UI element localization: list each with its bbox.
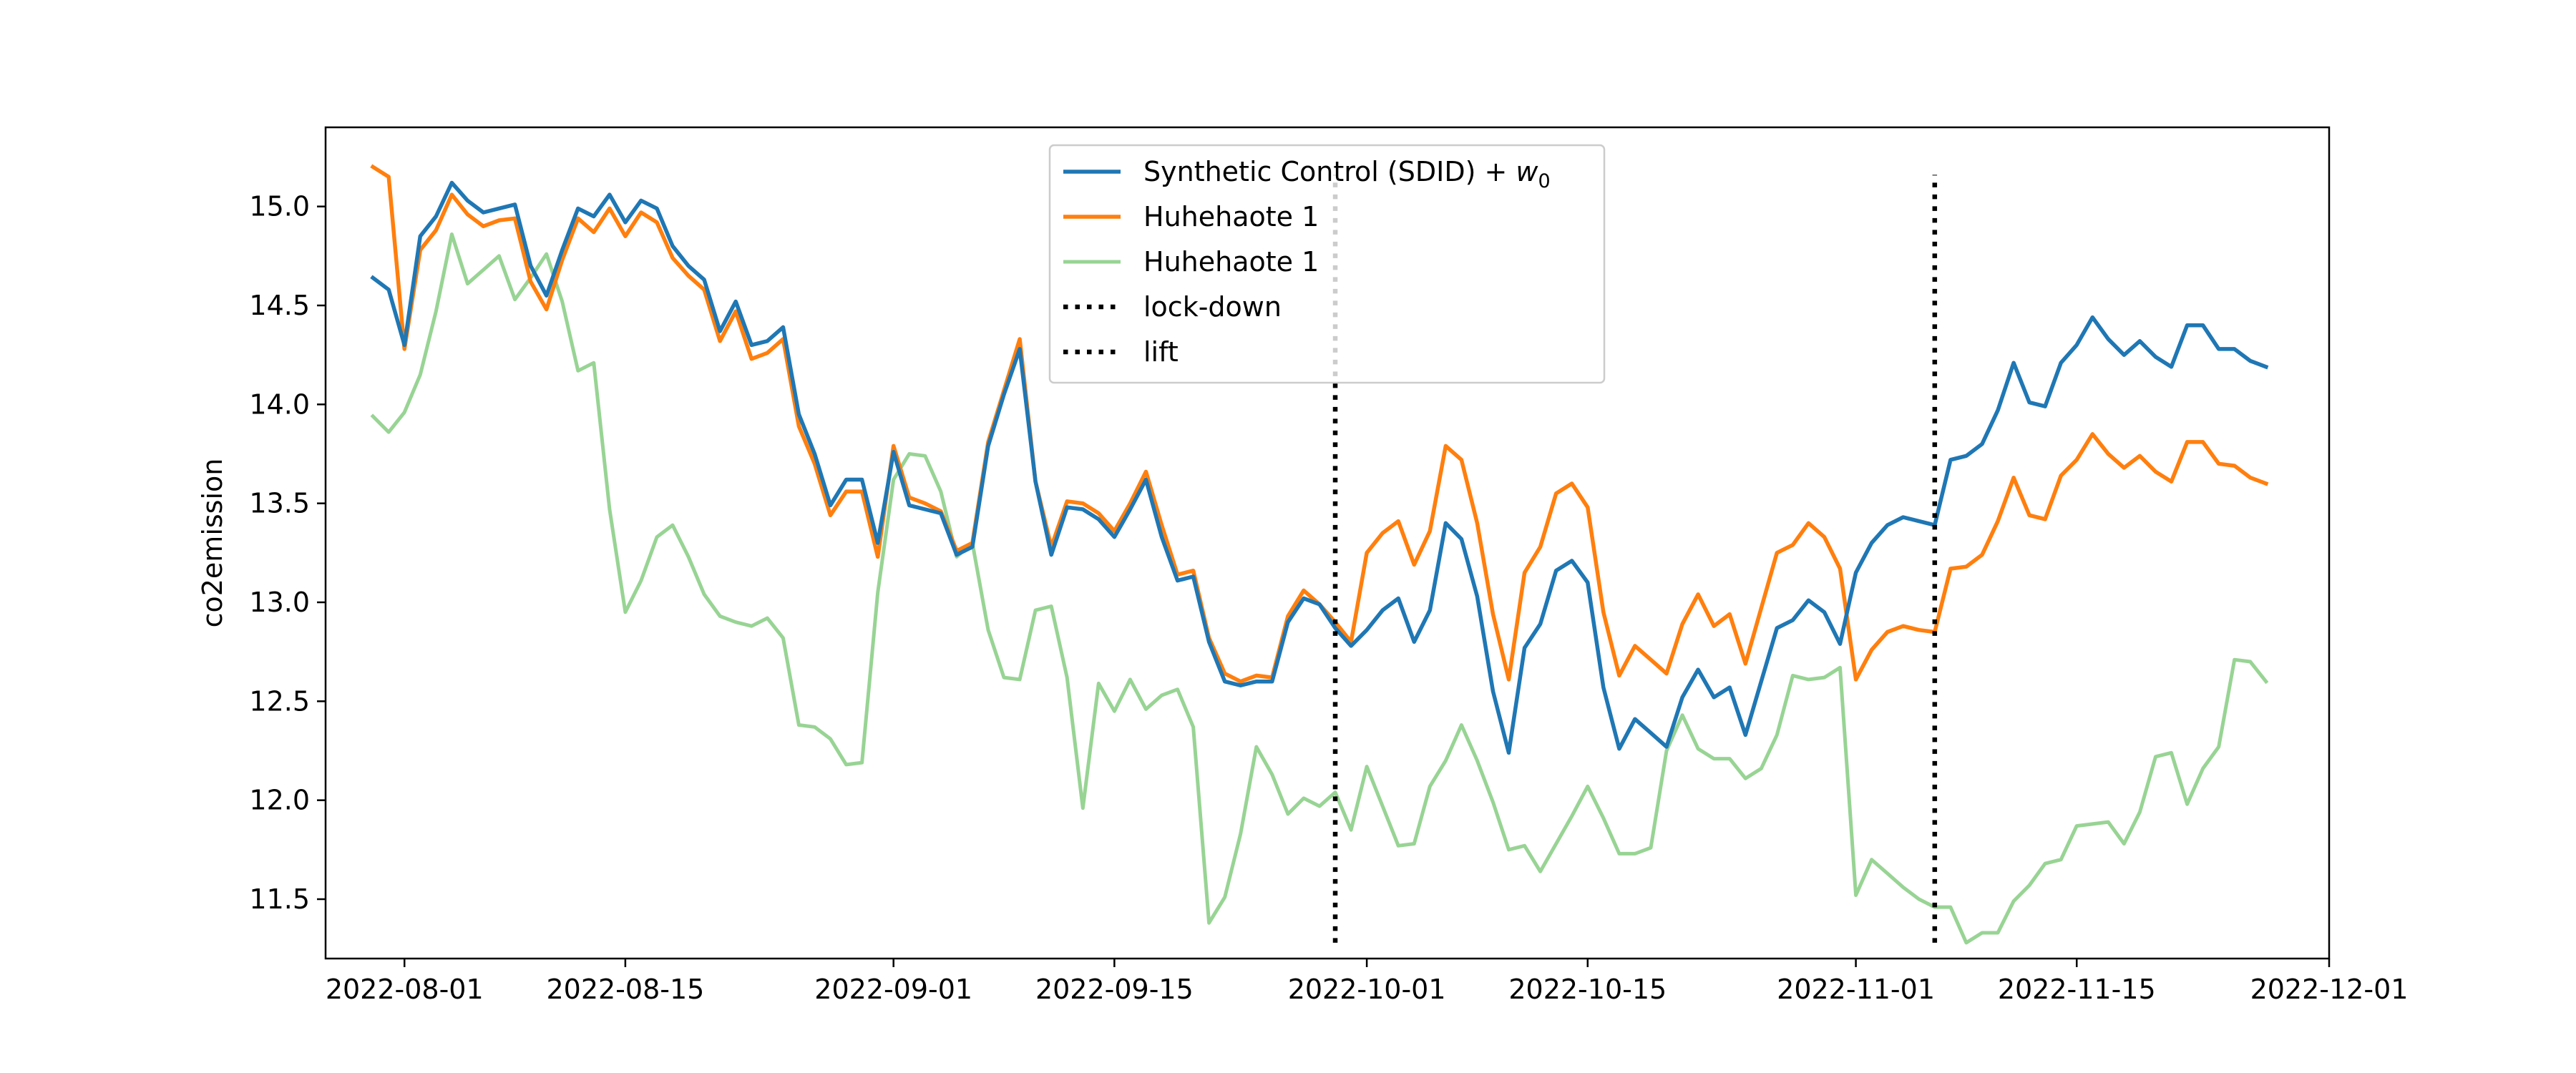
x-tick-label: 2022-10-15	[1508, 974, 1667, 1005]
y-tick-label: 12.0	[249, 785, 310, 816]
y-axis-label: co2emission	[197, 459, 228, 628]
y-tick-label: 11.5	[249, 883, 310, 915]
x-tick-label: 2022-08-15	[546, 974, 704, 1005]
x-tick-label: 2022-08-01	[326, 974, 484, 1005]
x-tick-label: 2022-11-15	[1998, 974, 2156, 1005]
legend-label: Huhehaote 1	[1143, 246, 1319, 278]
x-tick-label: 2022-09-01	[814, 974, 972, 1005]
y-tick-label: 13.5	[249, 488, 310, 519]
y-tick-label: 14.5	[249, 290, 310, 321]
y-tick-label: 13.0	[249, 587, 310, 618]
legend-label: lift	[1143, 336, 1179, 368]
legend-label: Synthetic Control (SDID) + w0	[1143, 156, 1551, 192]
series-layer	[370, 164, 2269, 945]
x-tick-label: 2022-09-15	[1035, 974, 1194, 1005]
x-tick-label: 2022-10-01	[1288, 974, 1446, 1005]
legend-box	[1048, 144, 1606, 384]
x-tick-label: 2022-11-01	[1777, 974, 1935, 1005]
legend: Synthetic Control (SDID) + w0 Huhehaote 1…	[1048, 144, 1606, 384]
series-line-3	[370, 232, 2269, 945]
y-axis: 11.5 12.0 12.5 13.0 13.5 14.0 14.5 15.0	[249, 191, 326, 915]
legend-label: Huhehaote 1	[1143, 201, 1319, 232]
legend-label: lock-down	[1143, 291, 1282, 323]
x-tick-label: 2022-12-01	[2250, 974, 2409, 1005]
x-axis: 2022-08-01 2022-08-15 2022-09-01 2022-09-15…	[326, 959, 2409, 1005]
series-line-1	[370, 180, 2269, 755]
y-tick-label: 15.0	[249, 191, 310, 222]
y-tick-label: 14.0	[249, 388, 310, 420]
y-tick-label: 12.5	[249, 685, 310, 717]
plot-area-frame	[324, 126, 2331, 960]
